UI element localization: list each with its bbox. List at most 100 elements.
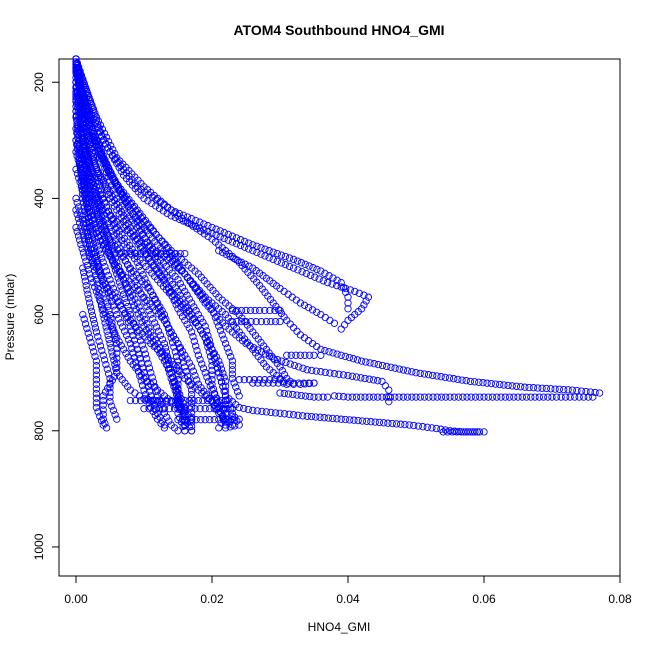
data-point bbox=[99, 241, 107, 249]
data-point bbox=[73, 68, 81, 76]
data-point bbox=[269, 379, 277, 387]
data-point bbox=[265, 247, 273, 255]
data-point bbox=[355, 289, 363, 297]
data-point bbox=[145, 242, 153, 251]
data-point bbox=[96, 198, 104, 206]
y-axis: 200 400 600 800 1000 bbox=[32, 72, 60, 560]
data-point bbox=[114, 263, 123, 271]
data-point bbox=[189, 222, 197, 230]
data-point bbox=[226, 423, 234, 431]
data-point bbox=[190, 314, 198, 323]
data-point bbox=[117, 272, 125, 280]
data-point bbox=[258, 407, 266, 416]
data-point bbox=[232, 240, 241, 248]
data-point bbox=[262, 317, 271, 326]
data-point bbox=[90, 348, 98, 356]
data-point bbox=[228, 361, 237, 370]
data-point bbox=[140, 386, 148, 394]
data-point bbox=[236, 236, 245, 244]
data-point bbox=[141, 240, 149, 248]
data-point bbox=[92, 394, 101, 402]
data-point bbox=[116, 244, 124, 252]
data-point bbox=[212, 396, 221, 405]
data-point bbox=[111, 360, 119, 369]
data-point bbox=[84, 290, 92, 298]
data-point bbox=[329, 414, 337, 423]
data-point bbox=[401, 420, 409, 429]
data-point bbox=[112, 364, 120, 373]
data-point bbox=[187, 310, 196, 319]
data-point bbox=[88, 311, 97, 320]
data-point bbox=[335, 370, 343, 378]
data-point bbox=[385, 386, 393, 394]
data-point bbox=[96, 145, 104, 154]
data-point bbox=[72, 58, 80, 66]
data-point bbox=[351, 287, 359, 296]
data-point bbox=[181, 217, 190, 225]
data-point bbox=[564, 386, 572, 394]
data-point bbox=[330, 392, 339, 400]
data-point bbox=[99, 276, 107, 284]
data-point bbox=[433, 393, 441, 401]
data-point bbox=[84, 329, 92, 337]
data-point bbox=[96, 342, 105, 350]
data-point bbox=[228, 238, 237, 246]
data-point bbox=[323, 278, 332, 287]
data-point bbox=[90, 260, 98, 268]
data-point bbox=[220, 387, 228, 395]
data-point bbox=[352, 393, 361, 401]
data-point bbox=[350, 416, 358, 424]
data-point bbox=[281, 252, 290, 261]
data-point bbox=[397, 420, 405, 428]
data-point bbox=[99, 305, 107, 313]
data-point bbox=[87, 144, 95, 153]
data-point bbox=[211, 355, 219, 363]
data-point bbox=[77, 223, 85, 231]
data-point bbox=[91, 185, 99, 194]
data-point bbox=[72, 84, 80, 92]
data-point bbox=[289, 379, 298, 387]
data-point bbox=[153, 409, 162, 417]
data-point bbox=[212, 359, 220, 368]
data-point bbox=[104, 231, 112, 239]
data-point bbox=[361, 374, 369, 383]
data-point bbox=[126, 293, 135, 301]
data-point bbox=[311, 273, 319, 281]
data-point bbox=[240, 237, 249, 246]
data-point bbox=[87, 338, 95, 347]
data-point bbox=[96, 296, 104, 304]
data-point bbox=[181, 249, 189, 258]
data-point bbox=[72, 136, 80, 144]
data-point bbox=[144, 190, 153, 199]
data-point bbox=[96, 231, 105, 240]
data-point bbox=[97, 150, 106, 158]
data-point bbox=[220, 229, 228, 237]
data-point bbox=[107, 344, 115, 352]
data-point bbox=[122, 221, 130, 230]
data-point bbox=[90, 202, 98, 211]
data-point bbox=[374, 393, 382, 401]
data-point bbox=[76, 236, 84, 244]
data-point bbox=[79, 310, 87, 319]
data-point bbox=[337, 325, 345, 333]
data-point bbox=[75, 102, 84, 111]
data-point bbox=[129, 227, 137, 235]
data-point bbox=[323, 393, 332, 401]
data-point bbox=[314, 393, 323, 401]
data-points bbox=[72, 55, 604, 436]
data-point bbox=[319, 393, 327, 401]
data-point bbox=[178, 312, 187, 321]
data-point bbox=[94, 141, 103, 150]
data-point bbox=[83, 286, 91, 294]
data-point bbox=[345, 353, 354, 362]
data-point bbox=[82, 281, 90, 290]
data-point bbox=[172, 352, 181, 361]
data-point bbox=[156, 308, 165, 316]
data-point bbox=[111, 411, 119, 419]
data-point bbox=[203, 396, 212, 405]
data-point bbox=[139, 271, 147, 279]
data-point bbox=[131, 389, 139, 397]
data-point bbox=[153, 299, 162, 307]
data-point bbox=[111, 330, 119, 338]
data-point bbox=[245, 245, 253, 253]
